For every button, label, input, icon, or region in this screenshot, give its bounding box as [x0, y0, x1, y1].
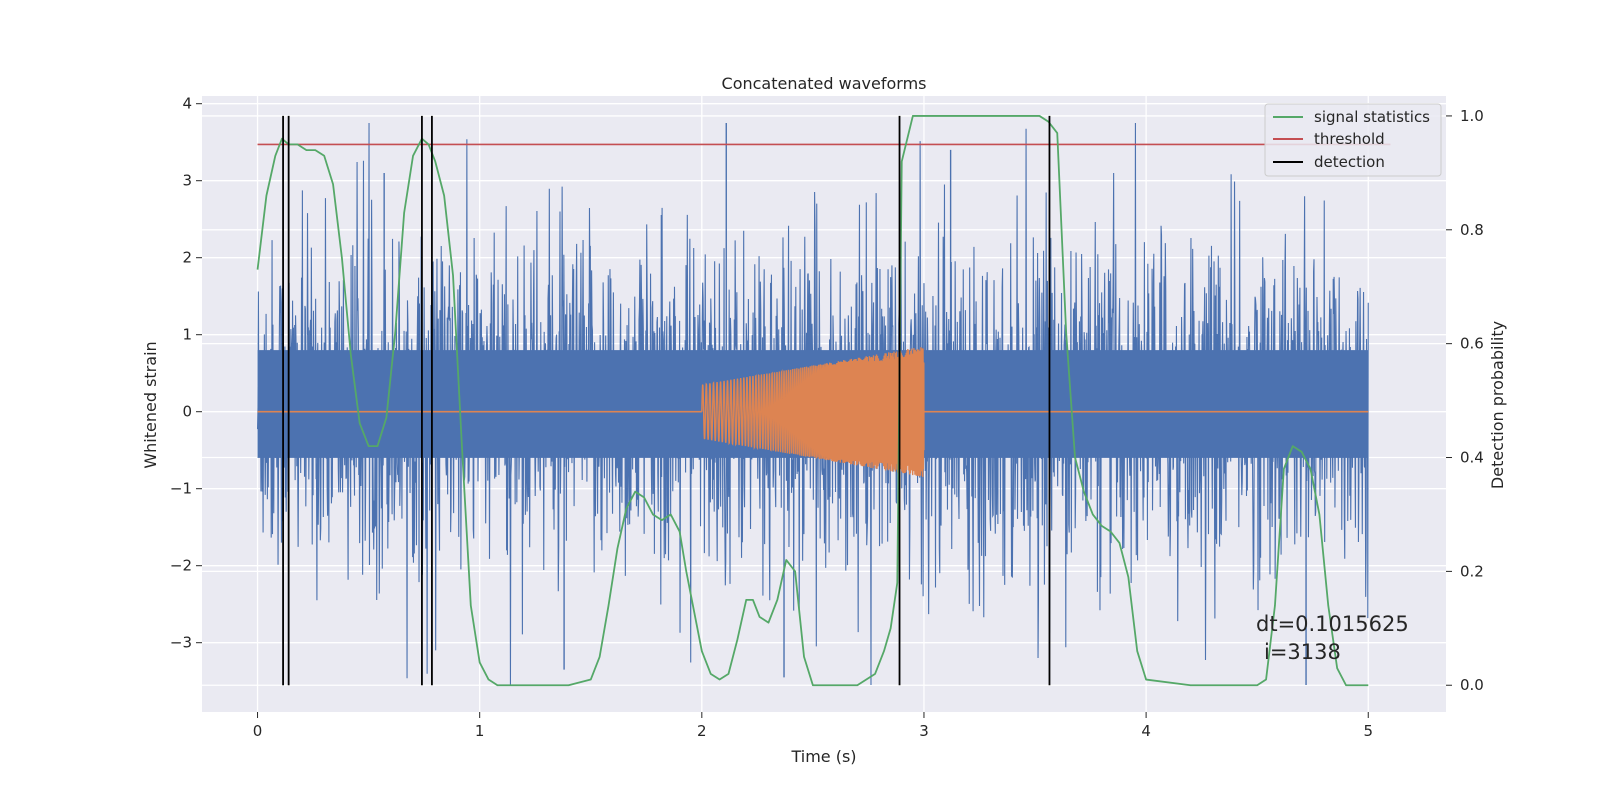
y-tick-label: −3	[170, 634, 192, 652]
annotation-dt: dt=0.1015625	[1256, 612, 1409, 636]
y-tick-label: 2	[182, 249, 192, 267]
y-tick-label: −1	[170, 480, 192, 498]
x-tick-label: 2	[697, 722, 707, 740]
x-tick-label: 0	[253, 722, 263, 740]
x-tick-label: 1	[475, 722, 485, 740]
x-tick-label: 4	[1141, 722, 1151, 740]
legend: signal statistics threshold detection	[1264, 103, 1442, 177]
y-right-tick-label: 0.0	[1460, 676, 1484, 694]
signal-statistics-line	[256, 115, 1369, 687]
y-axis-label: Whitened strain	[141, 341, 160, 468]
y-tick-label: 0	[182, 403, 192, 421]
y-right-tick-label: 0.2	[1460, 562, 1484, 580]
x-tick-label: 3	[919, 722, 929, 740]
legend-label-threshold: threshold	[1314, 130, 1385, 148]
y-axis-right-label: Detection probability	[1488, 321, 1507, 489]
y-right-tick-label: 0.8	[1460, 221, 1484, 239]
x-tick-label: 5	[1363, 722, 1373, 740]
plot-area	[256, 115, 1391, 687]
x-axis-label: Time (s)	[790, 747, 856, 766]
y-tick-label: −2	[170, 557, 192, 575]
legend-label-detection: detection	[1314, 153, 1385, 171]
legend-label-signal-statistics: signal statistics	[1314, 108, 1430, 126]
y-tick-label: 1	[182, 326, 192, 344]
ticks: 0 1 2 3 4 5 −3 −2 −1 0 1 2 3 4 0.0 0.2 0.4 0.6 0.8 1.0	[170, 95, 1484, 740]
y-tick-label: 4	[182, 95, 192, 113]
legend-box	[1264, 103, 1442, 177]
y-right-tick-label: 1.0	[1460, 107, 1484, 125]
y-right-tick-label: 0.6	[1460, 335, 1484, 353]
y-right-tick-label: 0.4	[1460, 449, 1484, 467]
chart-title: Concatenated waveforms	[722, 74, 927, 93]
injected-signal-chirp	[701, 347, 925, 477]
annotation-index: i=3138	[1264, 640, 1341, 664]
y-tick-label: 3	[182, 172, 192, 190]
